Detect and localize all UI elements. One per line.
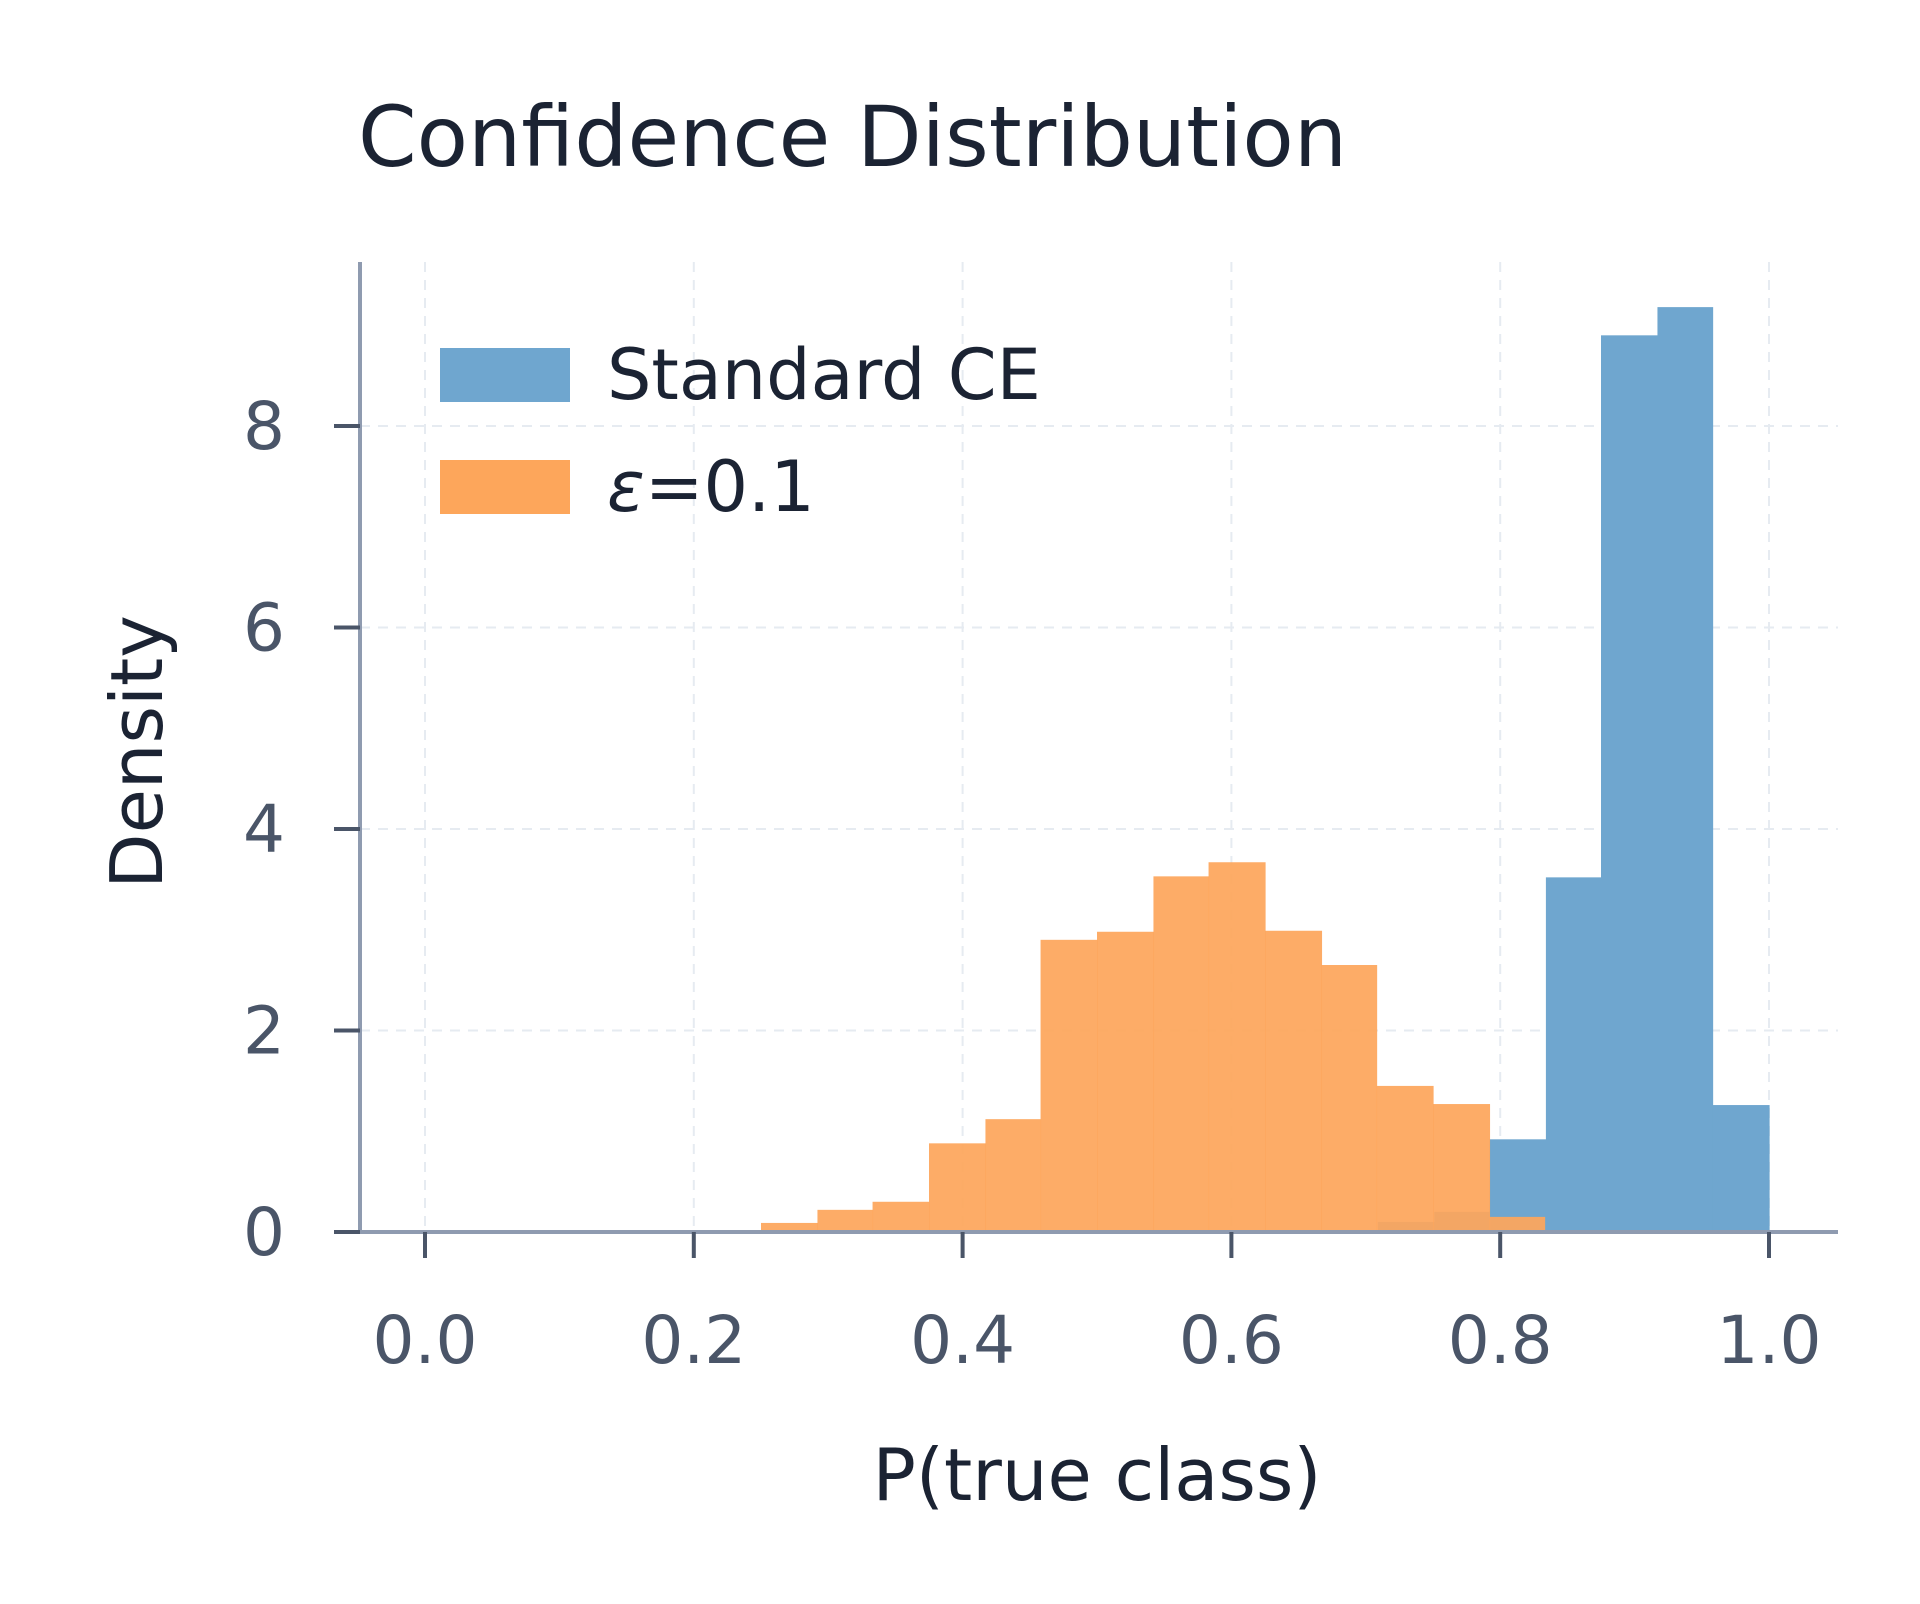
legend-label-epsilon: ε=0.1: [607, 446, 815, 528]
bar-epsilon: [1097, 931, 1155, 1232]
bar-epsilon: [1208, 862, 1266, 1232]
bar-epsilon: [1321, 965, 1378, 1232]
legend: Standard CE ε=0.1: [440, 334, 1041, 528]
x-tick-label: 0.0: [373, 1302, 478, 1379]
bar-epsilon: [872, 1201, 930, 1232]
y-tick-label: 0: [243, 1194, 285, 1271]
y-tick-label: 6: [243, 590, 285, 667]
tick-labels: 0.0 0.2 0.4 0.6 0.8 1.0 0 2 4 6 8: [243, 388, 1821, 1379]
y-axis-label: Density: [95, 615, 179, 889]
legend-swatch-epsilon: [440, 460, 570, 514]
legend-swatch-standard-ce: [440, 348, 570, 402]
bar-epsilon: [1489, 1216, 1546, 1232]
bar-epsilon: [1376, 1085, 1434, 1232]
bar-standard-ce: [1545, 877, 1602, 1232]
bar-epsilon: [1265, 930, 1323, 1232]
legend-epsilon-symbol: ε: [607, 446, 645, 528]
bar-standard-ce: [1601, 335, 1659, 1232]
x-tick-label: 0.6: [1179, 1302, 1284, 1379]
bar-standard-ce: [1712, 1105, 1770, 1232]
axes: [358, 262, 1838, 1234]
y-tick-label: 4: [243, 791, 285, 868]
bar-epsilon: [929, 1143, 987, 1232]
y-tick-label: 2: [243, 993, 285, 1070]
x-tick-label: 1.0: [1717, 1302, 1822, 1379]
bar-epsilon: [1153, 876, 1210, 1232]
bar-standard-ce: [1657, 307, 1714, 1232]
x-tick-label: 0.8: [1448, 1302, 1553, 1379]
histogram-bars: [761, 307, 1770, 1232]
bar-epsilon: [985, 1119, 1042, 1232]
bar-epsilon: [1433, 1104, 1491, 1232]
x-tick-label: 0.2: [641, 1302, 746, 1379]
chart-title: Confidence Distribution: [358, 88, 1347, 186]
legend-label-standard-ce: Standard CE: [607, 334, 1041, 416]
bar-epsilon: [761, 1222, 819, 1232]
x-tick-label: 0.4: [910, 1302, 1015, 1379]
bar-epsilon: [817, 1209, 874, 1232]
y-tick-label: 8: [243, 388, 285, 465]
bar-epsilon: [1040, 939, 1098, 1232]
legend-epsilon-value: =0.1: [645, 446, 815, 528]
x-axis-label: P(true class): [873, 1433, 1322, 1517]
bar-standard-ce: [1489, 1139, 1547, 1232]
